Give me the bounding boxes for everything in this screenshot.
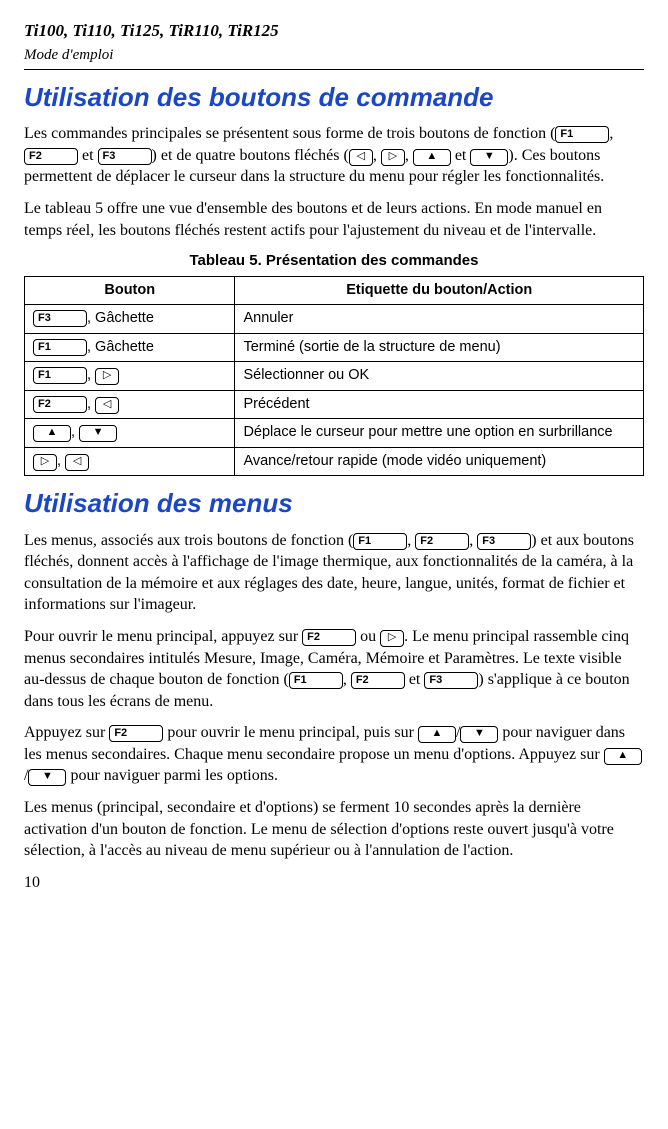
cell-action: Terminé (sortie de la structure de menu) — [235, 333, 644, 362]
cell-text: , — [87, 367, 95, 383]
cell-action: Déplace le curseur pour mettre une optio… — [235, 419, 644, 448]
down-arrow-icon: ▼ — [460, 726, 498, 743]
down-arrow-icon: ▼ — [28, 769, 66, 786]
cell-text: , — [87, 396, 95, 412]
f1-button-icon: F1 — [353, 533, 407, 550]
f2-button-icon: F2 — [24, 148, 78, 165]
f2-button-icon: F2 — [302, 629, 356, 646]
cell-action: Annuler — [235, 305, 644, 334]
header-subtitle: Mode d'emploi — [24, 45, 644, 65]
f1-button-icon: F1 — [33, 367, 87, 384]
f3-button-icon: F3 — [477, 533, 531, 550]
table-header-action: Etiquette du bouton/Action — [235, 276, 644, 305]
section-title-menus: Utilisation des menus — [24, 486, 644, 521]
f3-button-icon: F3 — [33, 310, 87, 327]
cell-action: Précédent — [235, 390, 644, 419]
cell-action: Sélectionner ou OK — [235, 362, 644, 391]
cell-text: , — [57, 453, 65, 469]
f1-button-icon: F1 — [33, 339, 87, 356]
cell-text: , Gâchette — [87, 339, 154, 355]
page-number: 10 — [24, 872, 644, 894]
f2-button-icon: F2 — [415, 533, 469, 550]
cell-text: , Gâchette — [87, 310, 154, 326]
right-arrow-icon: ▷ — [381, 149, 405, 166]
table-header-row: Bouton Etiquette du bouton/Action — [25, 276, 644, 305]
right-arrow-icon: ▷ — [33, 454, 57, 471]
f1-button-icon: F1 — [289, 672, 343, 689]
table-header-button: Bouton — [25, 276, 235, 305]
table-row: F2, ◁ Précédent — [25, 390, 644, 419]
left-arrow-icon: ◁ — [349, 149, 373, 166]
table-caption: Tableau 5. Présentation des commandes — [24, 251, 644, 271]
paragraph-menus-4: Les menus (principal, secondaire et d'op… — [24, 797, 644, 862]
f2-button-icon: F2 — [351, 672, 405, 689]
table-row: F1, ▷ Sélectionner ou OK — [25, 362, 644, 391]
up-arrow-icon: ▲ — [418, 726, 456, 743]
down-arrow-icon: ▼ — [470, 149, 508, 166]
table-row: F1, Gâchette Terminé (sortie de la struc… — [25, 333, 644, 362]
paragraph-menus-1: Les menus, associés aux trois boutons de… — [24, 530, 644, 616]
controls-table: Bouton Etiquette du bouton/Action F3, Gâ… — [24, 276, 644, 477]
up-arrow-icon: ▲ — [413, 149, 451, 166]
table-row: ▲, ▼ Déplace le curseur pour mettre une … — [25, 419, 644, 448]
paragraph-controls-1: Les commandes principales se présentent … — [24, 123, 644, 188]
cell-text: , — [71, 424, 79, 440]
section-title-controls: Utilisation des boutons de commande — [24, 80, 644, 115]
right-arrow-icon: ▷ — [380, 630, 404, 647]
table-row: ▷, ◁ Avance/retour rapide (mode vidéo un… — [25, 447, 644, 476]
header-models: Ti100, Ti110, Ti125, TiR110, TiR125 — [24, 20, 644, 43]
down-arrow-icon: ▼ — [79, 425, 117, 442]
table-row: F3, Gâchette Annuler — [25, 305, 644, 334]
right-arrow-icon: ▷ — [95, 368, 119, 385]
left-arrow-icon: ◁ — [95, 397, 119, 414]
paragraph-menus-2: Pour ouvrir le menu principal, appuyez s… — [24, 626, 644, 712]
f3-button-icon: F3 — [98, 148, 152, 165]
cell-action: Avance/retour rapide (mode vidéo uniquem… — [235, 447, 644, 476]
paragraph-controls-2: Le tableau 5 offre une vue d'ensemble de… — [24, 198, 644, 241]
f1-button-icon: F1 — [555, 126, 609, 143]
header-rule — [24, 69, 644, 70]
f2-button-icon: F2 — [33, 396, 87, 413]
left-arrow-icon: ◁ — [65, 454, 89, 471]
up-arrow-icon: ▲ — [33, 425, 71, 442]
paragraph-menus-3: Appuyez sur F2 pour ouvrir le menu princ… — [24, 722, 644, 787]
up-arrow-icon: ▲ — [604, 748, 642, 765]
f2-button-icon: F2 — [109, 725, 163, 742]
f3-button-icon: F3 — [424, 672, 478, 689]
